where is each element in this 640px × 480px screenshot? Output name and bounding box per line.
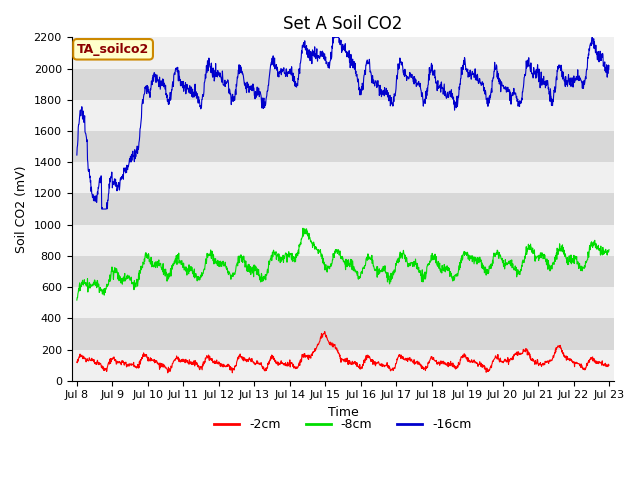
Title: Set A Soil CO2: Set A Soil CO2: [284, 15, 403, 33]
Bar: [72, 349, 614, 381]
Bar: [72, 37, 614, 69]
Bar: [72, 225, 614, 256]
Text: TA_soilco2: TA_soilco2: [77, 43, 149, 56]
Bar: [72, 287, 614, 318]
Bar: [72, 100, 614, 131]
Y-axis label: Soil CO2 (mV): Soil CO2 (mV): [15, 165, 28, 253]
Bar: [72, 162, 614, 193]
X-axis label: Time: Time: [328, 406, 358, 419]
Legend: -2cm, -8cm, -16cm: -2cm, -8cm, -16cm: [209, 413, 477, 436]
